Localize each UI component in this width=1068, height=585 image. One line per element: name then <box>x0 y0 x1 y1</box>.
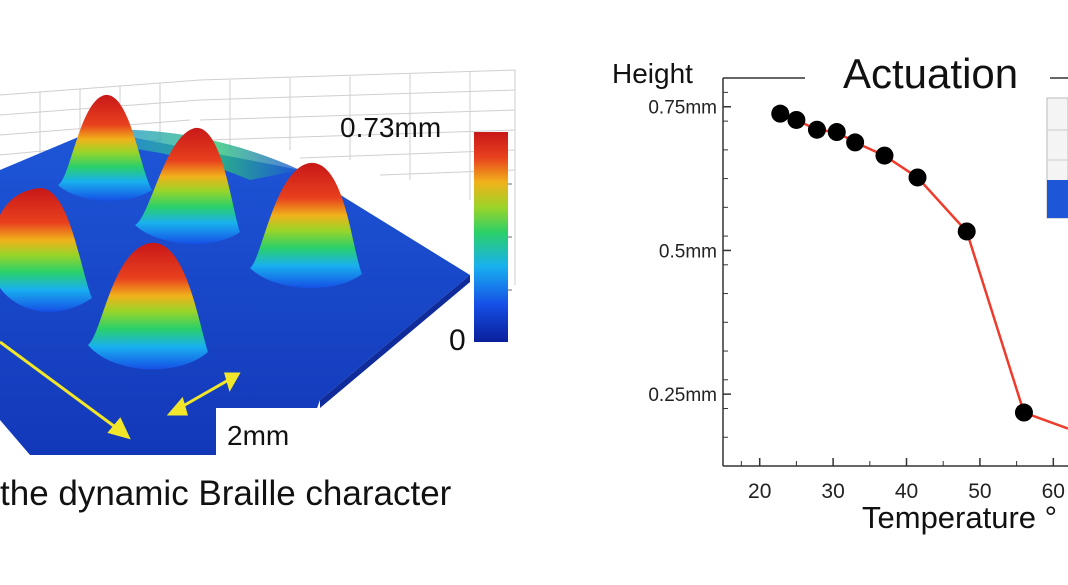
chart-axes <box>722 77 1068 467</box>
y-axis-title: Height <box>612 58 693 89</box>
data-point <box>846 133 865 152</box>
y-tick-label: 0.25mm <box>648 385 717 406</box>
y-tick-label: 0.5mm <box>659 241 717 262</box>
scale-arrows <box>0 340 241 440</box>
braille-surface-plot <box>0 69 516 456</box>
axis-ticks <box>723 91 1055 466</box>
data-point <box>787 110 806 129</box>
colorbar-max-label: 0.73mm <box>340 112 442 143</box>
x-tick-label: 30 <box>821 480 844 503</box>
braille-dots <box>0 94 362 370</box>
braille-dot <box>250 162 362 289</box>
data-point <box>957 222 976 241</box>
braille-dot <box>135 127 240 245</box>
colorbar-min-label: 0 <box>449 324 466 357</box>
braille-surface-panel: 0.73mm 0 2mm the dynamic Braille charact… <box>0 69 516 513</box>
axis-tick-labels: 20 30 40 50 60 0.75mm 0.5mm 0.25mm <box>648 98 1065 503</box>
surface-floor <box>0 130 470 455</box>
braille-dot <box>0 188 92 312</box>
data-point <box>771 104 790 123</box>
actuation-chart: 20 30 40 50 60 0.75mm 0.5mm 0.25mm <box>648 77 1068 503</box>
y-tick-label: 0.75mm <box>648 98 717 119</box>
color-bar <box>474 132 508 342</box>
x-tick-label: 50 <box>968 480 991 503</box>
actuation-chart-panel: 20 30 40 50 60 0.75mm 0.5mm 0.25mm Height Actua… <box>560 0 1068 580</box>
data-point <box>875 146 894 165</box>
x-tick-label: 20 <box>748 480 771 503</box>
data-point <box>807 120 826 139</box>
data-points <box>771 104 1033 422</box>
color-bar-ticks <box>508 183 512 291</box>
data-point <box>1014 403 1033 422</box>
data-point <box>827 123 846 142</box>
braille-dot <box>58 94 152 201</box>
braille-dot <box>88 242 208 370</box>
scale-label: 2mm <box>227 420 290 451</box>
x-tick-label: 60 <box>1042 480 1065 503</box>
series-line <box>779 112 1068 430</box>
figure-caption: the dynamic Braille character <box>0 474 452 513</box>
x-tick-label: 40 <box>895 480 918 503</box>
chart-title: Actuation <box>839 50 1023 98</box>
data-point <box>908 168 927 187</box>
x-axis-title: Temperature ° <box>862 500 1058 535</box>
inset-surface <box>1046 97 1068 219</box>
